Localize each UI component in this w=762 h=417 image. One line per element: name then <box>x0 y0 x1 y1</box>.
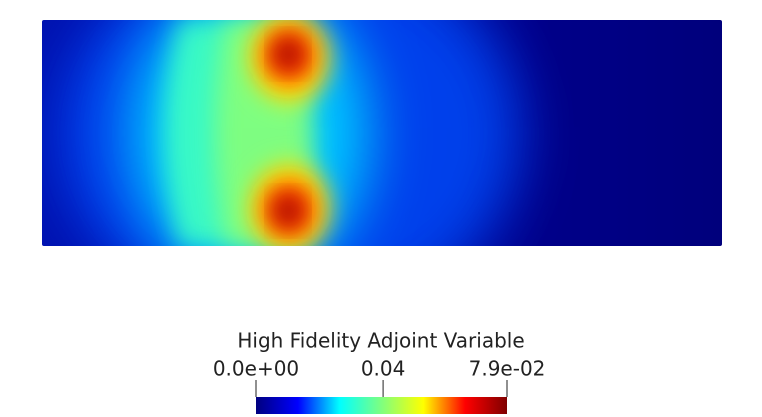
colorbar-title: High Fidelity Adjoint Variable <box>237 329 524 353</box>
tick-label: 0.04 <box>361 357 406 381</box>
colorbar <box>256 397 507 414</box>
field <box>42 20 722 246</box>
tick-label: 7.9e-02 <box>469 357 546 381</box>
tick-label: 0.0e+00 <box>213 357 299 381</box>
